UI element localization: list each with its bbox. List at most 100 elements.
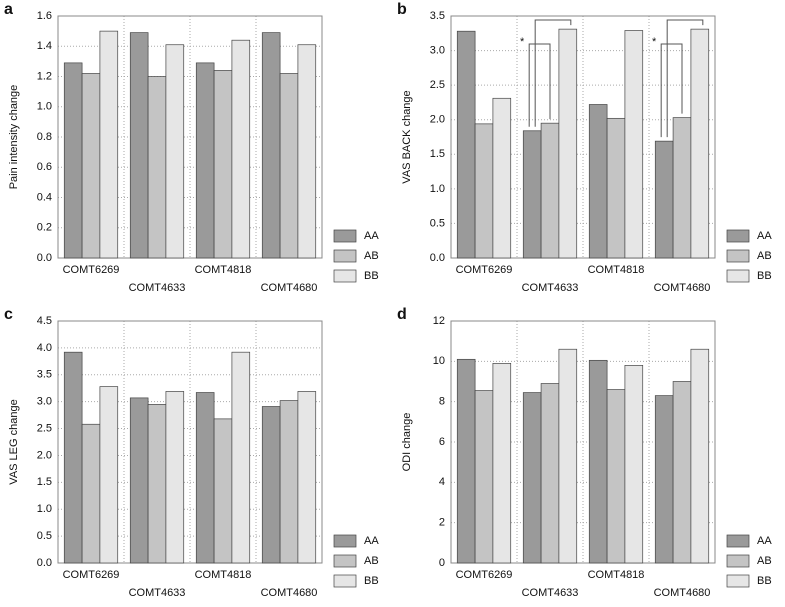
bar <box>81 73 101 259</box>
legend-swatch <box>333 229 357 243</box>
y-tick-label: 2.0 <box>37 449 52 461</box>
bar <box>474 390 494 564</box>
bar <box>279 400 299 564</box>
bar <box>690 348 710 564</box>
legend-label: BB <box>364 270 379 282</box>
bar <box>63 351 83 564</box>
y-tick-label: 1.6 <box>37 10 52 22</box>
bar <box>231 39 251 259</box>
plot-frame <box>450 15 716 259</box>
bar <box>606 117 626 259</box>
bar <box>540 122 560 259</box>
bar <box>99 30 119 259</box>
legend-swatch <box>726 534 750 548</box>
x-tick-label: COMT4633 <box>129 282 186 294</box>
significance-bracket <box>666 19 704 138</box>
bar <box>558 28 578 259</box>
bar <box>213 418 233 564</box>
bar <box>297 44 317 259</box>
plot-frame <box>450 320 716 564</box>
y-tick-label: 10 <box>433 355 445 367</box>
bar <box>624 30 644 259</box>
bar <box>522 130 542 259</box>
bar <box>129 32 149 259</box>
x-tick-label: COMT4680 <box>654 587 711 599</box>
y-tick-label: 1.0 <box>37 503 52 515</box>
y-tick-label: 0.6 <box>37 161 52 173</box>
y-tick-label: 0.5 <box>430 217 445 229</box>
y-tick-label: 0.5 <box>37 530 52 542</box>
bar <box>165 391 185 564</box>
y-axis-label: Pain intensity change <box>8 85 20 190</box>
y-tick-label: 1.0 <box>37 101 52 113</box>
y-tick-label: 3.5 <box>37 369 52 381</box>
legend-swatch <box>333 554 357 568</box>
significance-bracket <box>660 43 683 138</box>
bar <box>588 104 608 259</box>
x-tick-label: COMT4633 <box>522 587 579 599</box>
y-tick-label: 3.0 <box>37 396 52 408</box>
bar <box>81 423 101 564</box>
y-tick-label: 1.4 <box>37 40 52 52</box>
bar <box>129 397 149 564</box>
legend-swatch <box>333 534 357 548</box>
bar <box>522 392 542 564</box>
y-axis-label: VAS LEG change <box>8 399 20 484</box>
legend-label: AB <box>757 555 772 567</box>
y-axis-label: ODI change <box>401 413 413 472</box>
legend-swatch <box>726 554 750 568</box>
y-tick-label: 1.0 <box>430 183 445 195</box>
x-tick-label: COMT4633 <box>129 587 186 599</box>
y-tick-label: 0.2 <box>37 222 52 234</box>
legend-label: BB <box>757 270 772 282</box>
x-tick-label: COMT6269 <box>456 569 513 581</box>
bar <box>195 392 215 564</box>
bar <box>63 62 83 259</box>
x-tick-label: COMT6269 <box>456 264 513 276</box>
legend-label: AB <box>757 250 772 262</box>
y-tick-label: 3.0 <box>430 44 445 56</box>
y-tick-label: 0.4 <box>37 191 52 203</box>
y-tick-label: 3.5 <box>430 10 445 22</box>
y-tick-label: 0.0 <box>37 557 52 569</box>
legend-label: AA <box>364 230 379 242</box>
x-tick-label: COMT4680 <box>261 282 318 294</box>
legend-swatch <box>333 574 357 588</box>
bar <box>672 117 692 259</box>
bar <box>654 395 674 564</box>
x-tick-label: COMT4818 <box>195 264 252 276</box>
bar <box>588 359 608 564</box>
bar <box>213 70 233 259</box>
legend-swatch <box>726 574 750 588</box>
bar <box>456 358 476 564</box>
y-tick-label: 8 <box>439 396 445 408</box>
y-tick-label: 2.5 <box>37 422 52 434</box>
bar <box>147 404 167 564</box>
x-tick-label: COMT4818 <box>195 569 252 581</box>
bar <box>456 30 476 259</box>
bar <box>261 32 281 259</box>
y-tick-label: 1.5 <box>37 476 52 488</box>
bar <box>147 76 167 259</box>
significance-marker: * <box>652 36 657 48</box>
y-tick-label: 4.5 <box>37 315 52 327</box>
y-axis-label: VAS BACK change <box>401 90 413 183</box>
y-tick-label: 0.8 <box>37 131 52 143</box>
legend-swatch <box>726 249 750 263</box>
bar <box>558 348 578 564</box>
bar <box>492 97 512 259</box>
legend-label: AB <box>364 555 379 567</box>
significance-marker: * <box>520 36 525 48</box>
y-tick-label: 2.0 <box>430 114 445 126</box>
bar <box>297 391 317 564</box>
panel-letter: d <box>397 306 407 323</box>
legend-label: AA <box>757 535 772 547</box>
bar <box>624 365 644 564</box>
y-tick-label: 2 <box>439 517 445 529</box>
legend-swatch <box>333 249 357 263</box>
y-tick-label: 0 <box>439 557 445 569</box>
panel-letter: a <box>4 1 13 18</box>
legend-label: AA <box>364 535 379 547</box>
legend-label: AA <box>757 230 772 242</box>
